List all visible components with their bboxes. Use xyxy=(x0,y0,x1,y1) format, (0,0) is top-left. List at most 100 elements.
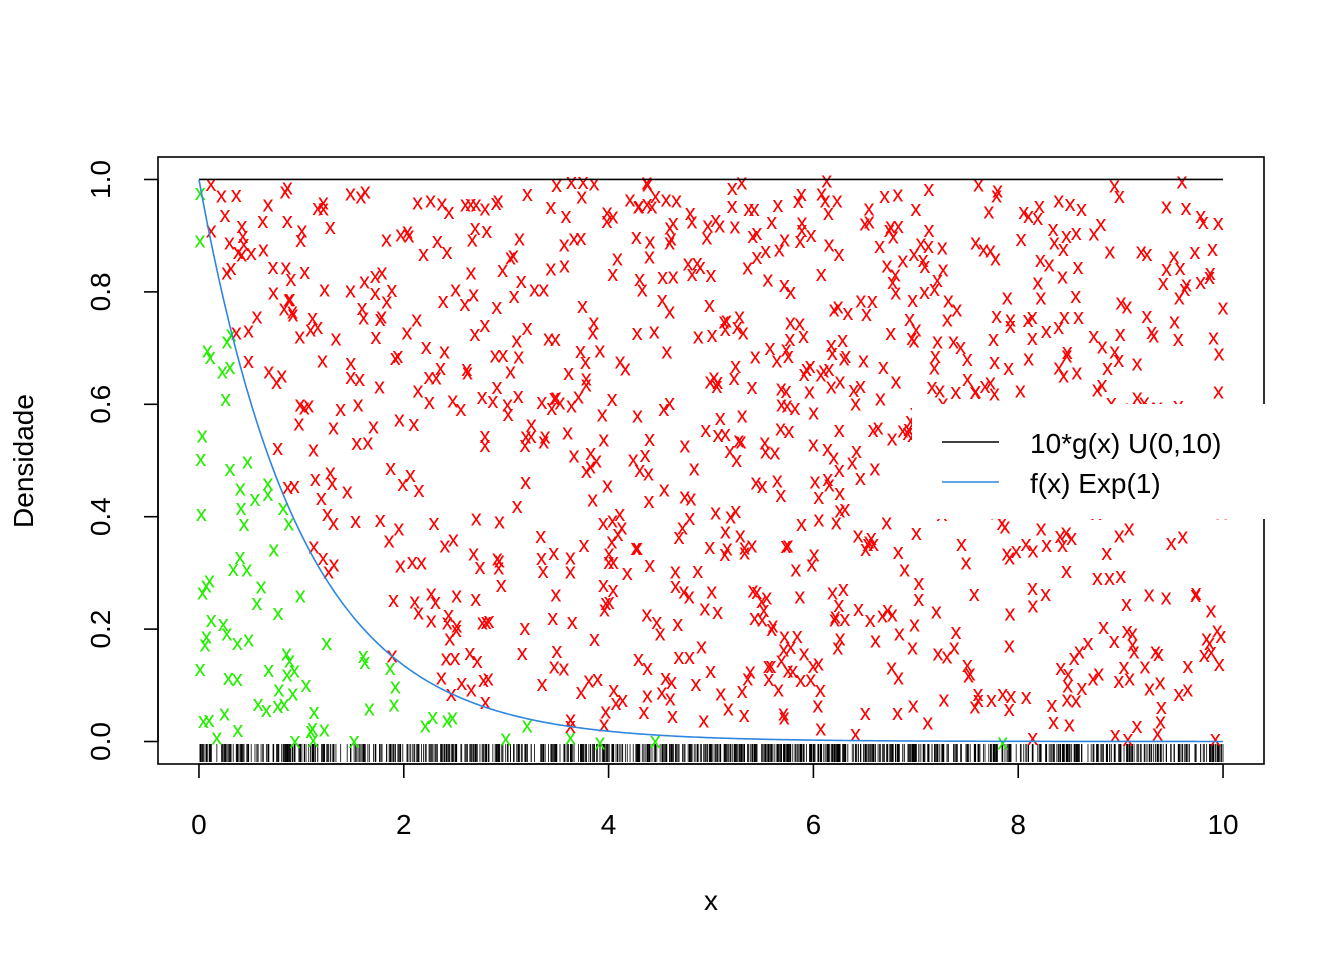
accepted-point: x xyxy=(279,691,290,716)
rejected-point: x xyxy=(666,225,677,250)
rejected-point: x xyxy=(692,558,703,583)
rejected-point: x xyxy=(690,671,701,696)
rejected-point: x xyxy=(642,171,653,196)
rejected-point: x xyxy=(973,172,984,197)
rejected-point: x xyxy=(949,635,960,660)
rejected-point: x xyxy=(715,405,726,430)
rejected-point: x xyxy=(782,392,793,417)
rejected-point: x xyxy=(1027,725,1038,750)
rejected-point: x xyxy=(1069,645,1080,670)
rejected-point: x xyxy=(710,499,721,524)
rejected-point: x xyxy=(962,346,973,371)
rejected-point: x xyxy=(990,246,1001,271)
rejected-point: x xyxy=(450,276,461,301)
rejected-point: x xyxy=(439,533,450,558)
rejected-point: x xyxy=(829,297,840,322)
rejected-point: x xyxy=(430,589,441,614)
rejected-point: x xyxy=(548,540,559,565)
rejected-point: x xyxy=(792,623,803,648)
rejected-point: x xyxy=(437,191,448,216)
rejected-point: x xyxy=(750,470,761,495)
rejected-point: x xyxy=(1002,540,1013,565)
rejected-point: x xyxy=(695,254,706,279)
rejected-point: x xyxy=(543,326,554,351)
rejected-point: x xyxy=(1041,532,1052,557)
rejected-point: x xyxy=(950,379,961,404)
rejected-point: x xyxy=(537,671,548,696)
rejected-point: x xyxy=(585,440,596,465)
rejected-point: x xyxy=(280,178,291,203)
rejected-point: x xyxy=(893,665,904,690)
rejected-point: x xyxy=(700,417,711,442)
rejected-point: x xyxy=(823,200,834,225)
rejected-point: x xyxy=(778,637,789,662)
rejected-point: x xyxy=(801,356,812,381)
rejected-point: x xyxy=(468,282,479,307)
rejected-point: x xyxy=(855,373,866,398)
rejected-point: x xyxy=(989,349,1000,374)
rejected-point: x xyxy=(1182,653,1193,678)
rejected-point: x xyxy=(1061,223,1072,248)
rejected-point: x xyxy=(808,431,819,456)
rejected-point: x xyxy=(305,317,316,342)
accepted-point: x xyxy=(221,621,232,646)
rejected-point: x xyxy=(671,188,682,213)
rejected-point: x xyxy=(827,340,838,365)
rejected-point: x xyxy=(1153,641,1164,666)
rejected-point: x xyxy=(632,535,643,560)
rejected-point: x xyxy=(438,288,449,313)
rejected-point: x xyxy=(929,276,940,301)
rejected-point: x xyxy=(345,350,356,375)
rejected-point: x xyxy=(907,287,918,312)
rejected-point: x xyxy=(808,399,819,424)
rejected-point: x xyxy=(862,531,873,556)
rejected-point: x xyxy=(840,496,851,521)
rejected-point: x xyxy=(771,347,782,372)
rejected-point: x xyxy=(487,388,498,413)
rejected-point: x xyxy=(295,391,306,416)
rejected-point: x xyxy=(1212,618,1223,643)
rejected-point: x xyxy=(607,507,618,532)
rejected-point: x xyxy=(683,250,694,275)
rejected-point: x xyxy=(1119,654,1130,679)
rejected-point: x xyxy=(797,209,808,234)
rejected-point: x xyxy=(765,335,776,360)
rejected-point: x xyxy=(919,253,930,278)
accepted-point: x xyxy=(290,728,301,753)
rejected-point: x xyxy=(1061,687,1072,712)
rejected-point: x xyxy=(1049,230,1060,255)
accepted-point: x xyxy=(235,476,246,501)
rejected-point: x xyxy=(823,356,834,381)
rejected-point: x xyxy=(451,583,462,608)
rejected-point: x xyxy=(1071,360,1082,385)
rejected-point: x xyxy=(238,231,249,256)
rejected-point: x xyxy=(282,174,293,199)
y-tick-label: 0.6 xyxy=(85,385,116,424)
rejected-point: x xyxy=(930,343,941,368)
accepted-point: x xyxy=(197,580,208,605)
rejected-point: x xyxy=(560,203,571,228)
rejected-point: x xyxy=(749,605,760,630)
rejected-point: x xyxy=(961,549,972,574)
rejected-point: x xyxy=(783,343,794,368)
rejected-point: x xyxy=(478,667,489,692)
rejected-point: x xyxy=(965,661,976,686)
accepted-point: x xyxy=(234,544,245,569)
rejected-point: x xyxy=(908,693,919,718)
rejected-point: x xyxy=(822,466,833,491)
rejected-point: x xyxy=(231,320,242,345)
rejected-point: x xyxy=(1155,708,1166,733)
accepted-point: x xyxy=(225,354,236,379)
rejected-point: x xyxy=(782,657,793,682)
accepted-point: x xyxy=(204,567,215,592)
rejected-point: x xyxy=(271,369,282,394)
rejected-point: x xyxy=(714,213,725,238)
rejected-point: x xyxy=(325,459,336,484)
rejected-point: x xyxy=(720,421,731,446)
rejected-point: x xyxy=(893,213,904,238)
x-tick-label: 6 xyxy=(806,809,822,840)
rejected-point: x xyxy=(644,426,655,451)
rejected-point: x xyxy=(809,541,820,566)
rejected-point: x xyxy=(739,535,750,560)
rejected-point: x xyxy=(466,677,477,702)
